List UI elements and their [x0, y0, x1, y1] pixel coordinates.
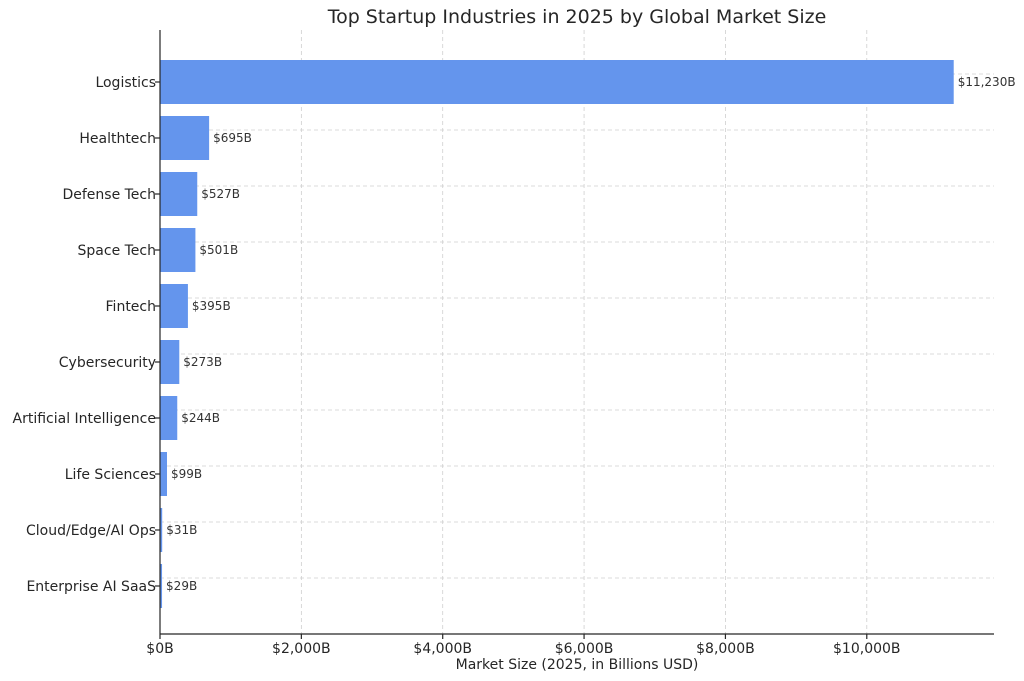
data-label: $273B	[183, 355, 222, 369]
data-label: $527B	[201, 187, 240, 201]
category-label: Healthtech	[79, 131, 156, 147]
bar	[160, 452, 167, 496]
bar	[160, 396, 178, 440]
grid	[155, 30, 994, 639]
category-label: Enterprise AI SaaS	[26, 579, 156, 595]
data-label: $395B	[192, 299, 231, 313]
data-label: $244B	[181, 411, 220, 425]
category-label: Cloud/Edge/AI Ops	[26, 523, 156, 539]
bar	[160, 564, 163, 608]
bar	[160, 228, 196, 272]
bar	[160, 340, 180, 384]
x-tick-label: $8,000B	[696, 641, 755, 657]
category-label: Artificial Intelligence	[13, 411, 157, 427]
data-label: $31B	[166, 523, 197, 537]
x-tick-label: $6,000B	[555, 641, 614, 657]
bar	[160, 172, 198, 216]
category-label: Space Tech	[78, 243, 156, 259]
category-label: Defense Tech	[62, 187, 156, 203]
x-tick-label: $0B	[146, 641, 173, 657]
bar	[160, 284, 188, 328]
data-label: $501B	[199, 243, 238, 257]
data-label: $695B	[213, 131, 252, 145]
x-tick-label: $10,000B	[833, 641, 901, 657]
data-label: $11,230B	[958, 75, 1016, 89]
category-label: Cybersecurity	[59, 355, 156, 371]
x-tick-label: $4,000B	[413, 641, 472, 657]
category-label: Life Sciences	[65, 467, 156, 483]
bar	[160, 116, 210, 160]
category-label: Logistics	[95, 75, 156, 91]
x-axis-title: Market Size (2025, in Billions USD)	[456, 657, 699, 673]
data-label: $99B	[171, 467, 202, 481]
labels: $0B $2,000B $4,000B $6,000B $8,000B $10,000B L…	[13, 75, 1016, 657]
bars	[160, 60, 954, 608]
data-label: $29B	[166, 579, 197, 593]
bar	[160, 60, 954, 104]
x-tick-label: $2,000B	[272, 641, 331, 657]
chart-title: Top Startup Industries in 2025 by Global…	[327, 6, 827, 28]
bar	[160, 508, 163, 552]
category-label: Fintech	[106, 299, 156, 315]
